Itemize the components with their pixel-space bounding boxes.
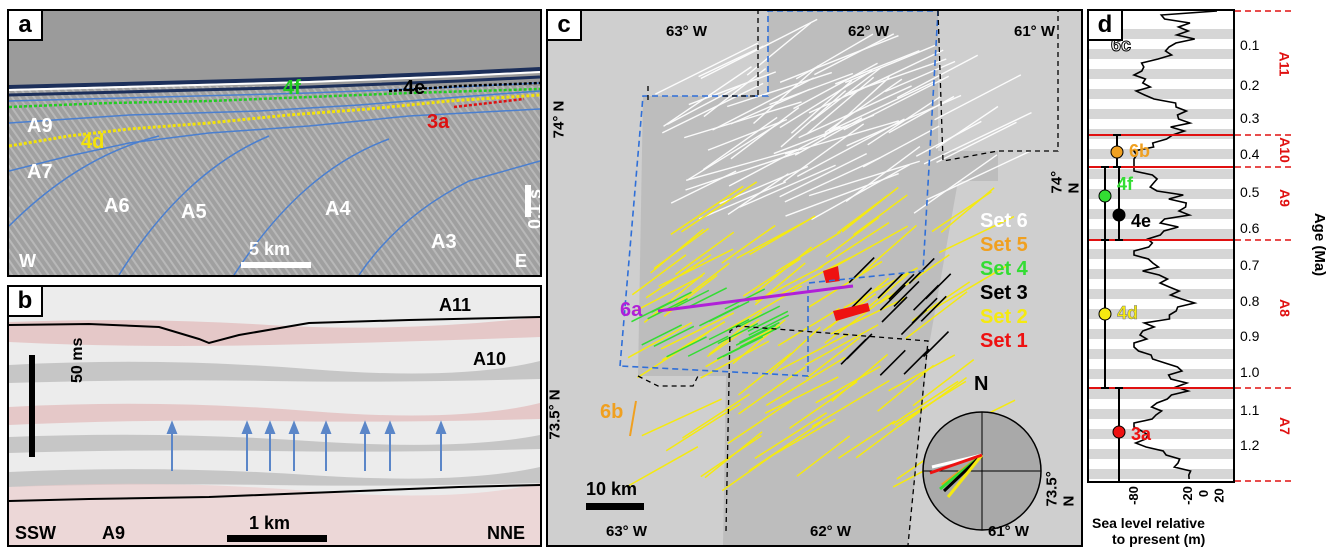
point-label-4f: 4f [1117, 174, 1134, 194]
age-tick: 0.3 [1240, 110, 1260, 126]
vertical-scale-label: 0.1 s [525, 189, 542, 230]
horizon-label-4d: 4d [81, 131, 105, 153]
x-tick: 0 [1196, 489, 1212, 498]
age-tick: 0.6 [1240, 220, 1260, 236]
horizontal-scale-bar-b [227, 535, 327, 542]
unit-label-a9: A9 [27, 115, 53, 137]
lon-bottom-62: 62° W [810, 523, 852, 540]
west-label: W [19, 251, 36, 271]
unit-label-a6: A6 [104, 195, 130, 217]
lon-top-63: 63° W [666, 23, 708, 40]
age-tick: 0.9 [1240, 328, 1260, 344]
unit-label-a4: A4 [325, 198, 351, 220]
legend-set3: Set 3 [980, 282, 1028, 304]
age-tick: 1.2 [1240, 437, 1260, 453]
x-axis-label-line1: Sea level relative [1092, 515, 1205, 531]
age-tick: 0.1 [1240, 37, 1260, 53]
point-label-3a: 3a [1131, 424, 1152, 444]
ssw-label: SSW [15, 523, 57, 543]
panel-b-label: b [9, 287, 43, 317]
point-label-6b: 6b [1129, 141, 1151, 161]
lat-right-73-5: 73.5° N [1043, 471, 1078, 507]
unit-label-d-a10: A10 [1276, 137, 1293, 163]
vertical-scale-bar [525, 185, 531, 217]
legend-set1: Set 1 [980, 330, 1028, 352]
legend-set5: Set 5 [980, 234, 1028, 256]
age-tick: 0.8 [1240, 293, 1260, 309]
x-axis-label-line2: to present (m) [1112, 531, 1206, 547]
panel-a-seismic [9, 11, 540, 275]
age-tick: 1.0 [1240, 364, 1260, 380]
unit-label-d-a11: A11 [1276, 51, 1293, 77]
panel-d-sealevel-chart [1089, 11, 1233, 481]
vertical-scale-label-b: 50 ms [69, 337, 86, 383]
horizon-label-3a: 3a [427, 111, 450, 133]
unit-label-d-a7: A7 [1276, 417, 1293, 435]
legend: Set 6 Set 5 Set 4 Set 3 Set 2 Set 1 [980, 209, 1028, 353]
x-tick: 20 [1211, 488, 1227, 503]
point-label-4e: 4e [1131, 211, 1152, 231]
lon-top-61: 61° W [1014, 23, 1056, 40]
scale-label-c: 10 km [586, 479, 638, 499]
north-label: N [974, 373, 989, 395]
lon-bottom-61: 61° W [988, 523, 1030, 540]
horizontal-scale-bar [241, 262, 311, 268]
lat-right-74: 74° N [1048, 170, 1083, 194]
panel-c-map [548, 11, 1081, 545]
profile-label-6a: 6a [620, 299, 643, 321]
unit-label-a9-b: A9 [102, 523, 126, 543]
vertical-scale-bar-b [29, 355, 35, 457]
unit-label-a7: A7 [27, 161, 53, 183]
panel-d-label: d [1089, 11, 1123, 41]
unit-label-d-a9: A9 [1276, 189, 1293, 207]
lat-left-74: 74° N [550, 100, 568, 139]
age-tick: 0.7 [1240, 257, 1260, 273]
lon-top-62: 62° W [848, 23, 890, 40]
unit-label-a11: A11 [439, 295, 472, 315]
age-tick: 0.2 [1240, 77, 1260, 93]
unit-label-a5: A5 [181, 201, 207, 223]
legend-set6: Set 6 [980, 210, 1028, 232]
scale-bar-c [586, 503, 644, 510]
horizon-label-4e: 4e [403, 77, 426, 99]
panel-a: a A9 A7 A6 A5 A4 A3 4f 4e [7, 9, 542, 277]
panel-c-label: c [548, 11, 582, 41]
legend-set4: Set 4 [980, 258, 1028, 280]
panel-d: d 6c 6b 4f 4e 4d 3a [1087, 9, 1235, 483]
panel-a-label: a [9, 11, 43, 41]
panel-c: c [546, 9, 1083, 547]
panel-d-boundary-extensions [1235, 10, 1295, 482]
age-tick: 0.5 [1240, 184, 1260, 200]
age-axis-label: Age (Ma) [1311, 212, 1329, 277]
x-tick: -20 [1179, 486, 1195, 505]
age-tick: 0.4 [1240, 146, 1260, 162]
legend-set2: Set 2 [980, 306, 1028, 328]
lon-bottom-63: 63° W [606, 523, 648, 540]
unit-label-d-a8: A8 [1276, 299, 1293, 317]
panel-b: b A11 A10 A9 50 ms 1 km SSW NNE [7, 285, 542, 547]
x-tick: -80 [1125, 486, 1141, 505]
profile-label-6b: 6b [600, 401, 624, 423]
panel-b-seismic [9, 287, 540, 545]
horizontal-scale-label: 5 km [249, 239, 291, 259]
unit-label-a10: A10 [473, 349, 507, 369]
east-label: E [515, 251, 528, 271]
unit-label-a3: A3 [431, 231, 457, 253]
nne-label: NNE [487, 523, 526, 543]
horizon-label-4f: 4f [283, 77, 301, 99]
lat-left-73-5: 73.5° N [546, 389, 564, 440]
point-label-4d: 4d [1117, 303, 1139, 324]
age-tick: 1.1 [1240, 402, 1260, 418]
horizontal-scale-label-b: 1 km [249, 513, 291, 533]
